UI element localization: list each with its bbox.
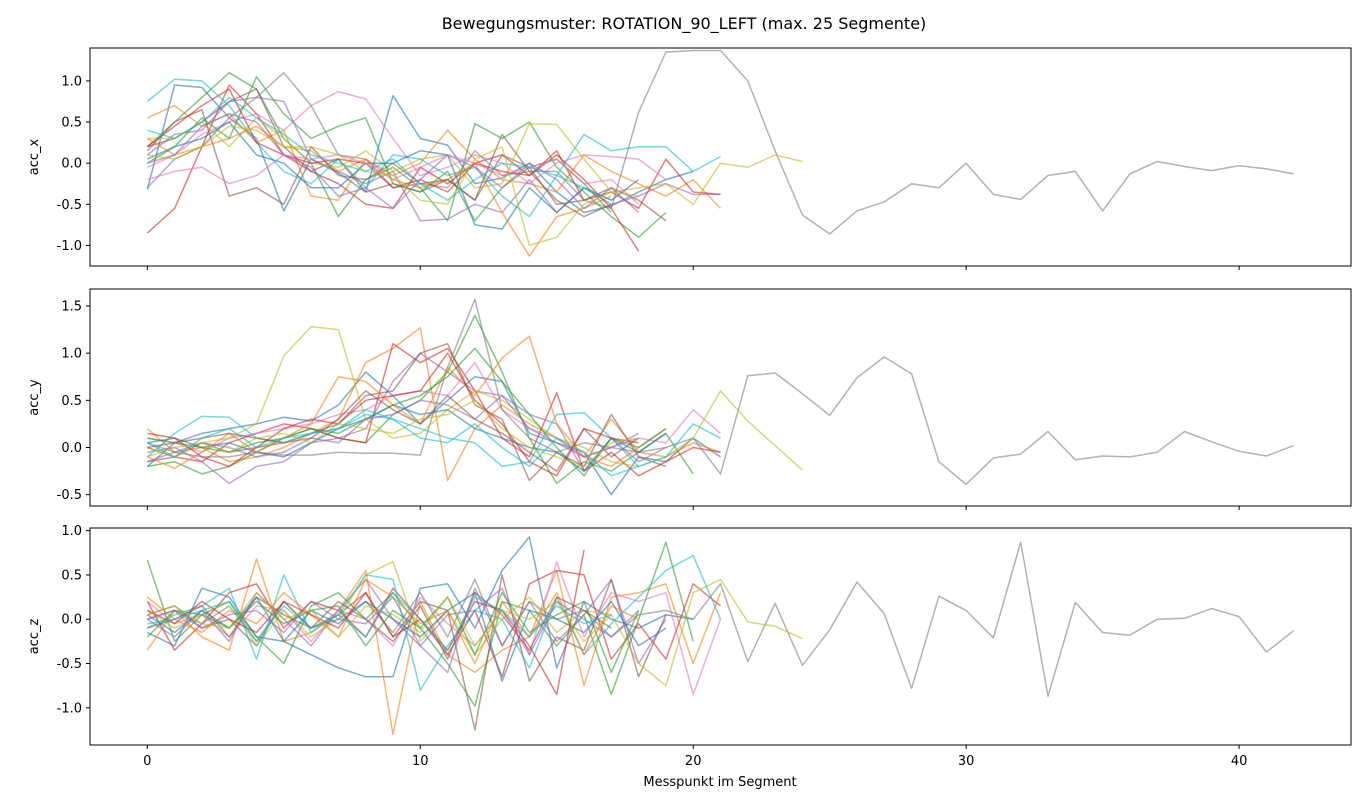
series-line-1 <box>146 84 694 214</box>
plot-frame <box>89 527 1352 746</box>
subplot-acc_x: -1.0 -0.5 0.0 0.5 1.0 acc_x <box>27 47 1352 270</box>
series-line-3 <box>147 314 694 485</box>
series-line-11 <box>147 404 667 472</box>
series-line-16 <box>147 591 612 660</box>
subplot-acc_z: -1.0 -0.5 0.0 0.5 1.0 0 10 20 30 40 acc_z <box>27 524 1352 769</box>
series-line-17 <box>147 399 639 468</box>
x-tick-label: 20 <box>685 754 702 769</box>
series-line-8 <box>146 49 1294 235</box>
x-axis-label: Messpunkt im Segment <box>643 775 796 790</box>
series-line-12 <box>146 125 612 257</box>
plot-frame <box>89 288 1352 507</box>
series-lines <box>146 536 1295 736</box>
series-line-14 <box>146 88 640 252</box>
y-tick-label: 0.5 <box>61 394 82 409</box>
series-line-16 <box>147 390 640 472</box>
subplot-acc_y: -0.5 0.0 0.5 1.0 1.5 acc_y <box>27 288 1352 510</box>
y-tick-label: 0.0 <box>61 157 82 172</box>
y-tick-label: 1.0 <box>61 347 82 362</box>
y-tick-label: 1.0 <box>61 74 82 89</box>
y-tick-label: 0.0 <box>61 441 82 456</box>
series-line-12 <box>147 335 667 470</box>
series-line-17 <box>147 154 640 205</box>
y-tick-label: -1.0 <box>57 701 82 716</box>
series-line-17 <box>147 591 612 647</box>
y-tick-label: -1.0 <box>57 239 82 254</box>
x-tick-label: 0 <box>143 754 151 769</box>
y-tick-label: 1.5 <box>61 299 82 314</box>
y-tick-label: 1.0 <box>61 524 82 539</box>
y-tick-label: -0.5 <box>57 657 82 672</box>
subplot-panels: -1.0 -0.5 0.0 0.5 1.0 acc_x -0.5 0.0 0.5 1.0 1.5 ac… <box>27 47 1352 769</box>
x-tick-label: 10 <box>412 754 429 769</box>
series-line-18 <box>146 409 639 477</box>
series-line-15 <box>147 113 640 214</box>
y-tick-label: 0.5 <box>61 568 82 583</box>
series-line-14 <box>146 549 585 696</box>
x-tick-label: 40 <box>1231 754 1248 769</box>
chart-title: Bewegungsmuster: ROTATION_90_LEFT (max. … <box>442 14 927 34</box>
series-line-9 <box>147 325 803 471</box>
series-line-3 <box>146 71 667 238</box>
series-line-8 <box>147 298 1294 486</box>
y-tick-label: -0.5 <box>57 488 82 503</box>
y-tick-label: -0.5 <box>57 198 82 213</box>
series-line-2 <box>146 558 722 736</box>
series-line-18 <box>147 591 612 651</box>
y-tick-label: 0.5 <box>61 116 82 131</box>
series-line-15 <box>147 394 639 463</box>
series-line-19 <box>147 96 612 201</box>
series-line-18 <box>147 125 639 247</box>
x-tick-label: 30 <box>958 754 975 769</box>
y-axis-label: acc_x <box>27 138 42 175</box>
y-tick-label: 0.0 <box>61 613 82 628</box>
plot-frame <box>89 47 1352 267</box>
series-lines <box>146 298 1294 496</box>
series-line-14 <box>147 352 639 477</box>
series-lines <box>146 49 1294 257</box>
y-axis-label: acc_z <box>27 619 42 655</box>
y-axis-label: acc_y <box>27 379 42 416</box>
series-line-10 <box>146 411 721 468</box>
series-line-10 <box>146 554 722 691</box>
